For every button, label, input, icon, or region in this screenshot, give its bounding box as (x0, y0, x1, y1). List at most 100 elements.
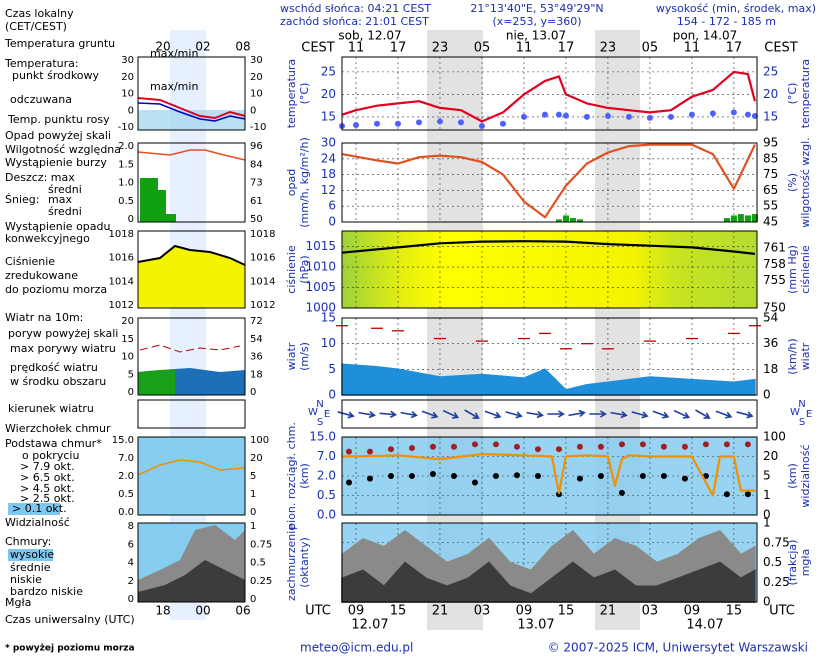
panel-frame (341, 522, 758, 603)
dot (534, 446, 541, 453)
copyright: © 2007-2025 ICM, Uniwersytet Warszawski (548, 641, 808, 655)
dot (583, 113, 590, 120)
x-tick-label: 15 (390, 604, 407, 619)
mini-tick-label: 50 (250, 214, 263, 225)
mini-area (138, 370, 175, 395)
x2-tick-label: 05 (474, 41, 491, 56)
dot (436, 118, 443, 125)
wind-arrow (631, 411, 649, 419)
legend-label: max porywy wiatru (10, 342, 116, 355)
mini-tick-label: 1014 (109, 276, 134, 287)
wind-arrow (589, 410, 607, 418)
legend-label: poryw powyżej skali (8, 327, 118, 340)
y2-axis-label: widzialność (799, 444, 812, 507)
dot (597, 473, 604, 479)
mini-frame (137, 317, 246, 396)
legend-label: Deszcz: max (5, 171, 75, 184)
dot (576, 443, 583, 450)
mini-tick-label: 15 (121, 334, 134, 345)
legend-label: > 2.5 okt. (20, 492, 75, 505)
y-axis-label: wiatr (285, 342, 298, 370)
y2-tick-label: 0.5 (763, 555, 782, 569)
x2-tick-label: 11 (516, 41, 533, 56)
email[interactable]: meteo@icm.edu.pl (300, 641, 413, 655)
legend-label: konwekcyjnego (5, 232, 90, 245)
bar (555, 219, 562, 222)
y-tick-label: 0.0 (317, 508, 336, 522)
y-tick-label: 0.5 (317, 488, 336, 502)
mini-tick-label: 0 (128, 214, 134, 225)
y-tick-label: 15.0 (309, 430, 336, 444)
dot (541, 111, 548, 118)
dot (520, 113, 527, 120)
mini-tick-label: 6 (128, 539, 134, 550)
compass-label: E (324, 409, 330, 420)
dot (667, 113, 674, 120)
height: 154 - 172 - 185 m (677, 15, 776, 28)
y-tick-label: 1015 (305, 239, 336, 253)
legend-label: zredukowane (5, 269, 78, 282)
mini-tick-label: 96 (250, 141, 263, 152)
panel-frame (341, 230, 758, 309)
x2-tick-label: 05 (642, 41, 659, 56)
legend-label: max (48, 193, 72, 206)
wind-arrow (379, 410, 398, 418)
x2-tick-label: 17 (558, 41, 575, 56)
legend-label: średni (48, 205, 82, 218)
wind-arrow (505, 411, 523, 419)
dot (366, 475, 373, 482)
x2-tick-label: 23 (600, 41, 617, 56)
coordinates: 21°13'40"E, 53°49'29"N (470, 2, 603, 15)
legend-label: > 7.9 okt. (20, 460, 75, 473)
legend-label: kierunek wiatru (8, 402, 94, 415)
mini-tick-label: 1012 (109, 300, 134, 311)
x-tick-label: 09 (348, 604, 365, 619)
mini-tick-label: 0 (128, 387, 134, 398)
mini-tick-label: 36 (250, 352, 263, 363)
legend-label: niskie (10, 573, 42, 586)
y-tick-label: 15 (321, 311, 336, 325)
sunrise: wschód słońca: 04:21 CEST (280, 2, 431, 15)
date-label: 14.07 (686, 618, 723, 633)
y-tick-label: 1010 (305, 260, 336, 274)
dot (562, 112, 569, 119)
legend-label: wysokie (10, 548, 54, 561)
mini-tick-label: 0.25 (250, 576, 272, 587)
y2-tick-label: 5 (763, 469, 771, 483)
height-title: wysokość (min, środek, max) (656, 2, 816, 15)
wind-arrow (736, 411, 754, 419)
mini-tick-label: 0 (250, 387, 256, 398)
mini-tick-label: 2 (128, 576, 134, 587)
mini-tick-label: 10 (121, 89, 134, 100)
y-tick-label: 20 (321, 87, 336, 101)
x2-tick-label: 11 (684, 41, 701, 56)
x-tick-label: 21 (600, 604, 617, 619)
y2-axis-label: wiatr (799, 342, 812, 370)
legend-label: do poziomu morza (5, 283, 107, 296)
wind-arrow (547, 410, 565, 418)
dot (751, 113, 758, 120)
mini-tick-label: -10 (250, 122, 266, 133)
legend-label: max/min (150, 80, 198, 93)
dot (450, 443, 457, 450)
dot (387, 446, 394, 453)
mini-tick-label: 20 (121, 316, 134, 327)
mini-tick-label: 0.5 (118, 489, 134, 500)
mini-tick-label: 2.0 (118, 141, 134, 152)
compass-label: N (798, 399, 805, 410)
dot (723, 441, 730, 448)
footer: * powyżej poziomu morza meteo@icm.edu.pl… (5, 641, 808, 655)
mini-tick-label: 73 (250, 178, 263, 189)
header: wschód słońca: 04:21 CEST zachód słońca:… (280, 2, 816, 28)
x-tick-label: 09 (684, 604, 701, 619)
mini-frame (137, 56, 246, 131)
dot (415, 119, 422, 126)
y-tick-label: 12 (321, 183, 336, 197)
legend-label: bardzo niskie (10, 585, 83, 598)
legend-label: średnie (10, 561, 51, 574)
panel-background (342, 57, 757, 130)
legend-label: Temperatura gruntu (4, 37, 115, 50)
bar (737, 214, 744, 222)
y-tick-label: 0 (328, 215, 336, 229)
dot (450, 473, 457, 479)
